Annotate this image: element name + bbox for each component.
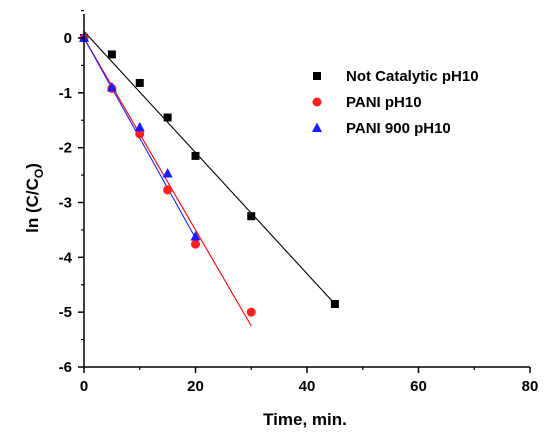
y-tick-label: -5 xyxy=(59,304,72,321)
y-tick-label: -1 xyxy=(59,85,72,102)
data-point xyxy=(191,151,200,160)
data-point xyxy=(135,78,144,87)
legend: Not Catalytic pH10 PANI pH10 PANI 900 pH10 xyxy=(312,68,479,137)
data-point xyxy=(162,167,173,178)
data-point xyxy=(135,129,145,139)
fit-lines xyxy=(83,31,336,327)
y-axis-title-main: ln (C/C xyxy=(23,178,42,233)
data-point xyxy=(191,239,200,249)
x-tick-label: 40 xyxy=(299,378,316,395)
y-tick-label: -4 xyxy=(59,249,73,266)
data-point xyxy=(163,113,172,122)
x-tick-label: 80 xyxy=(522,378,539,395)
y-tick-label: -3 xyxy=(59,195,72,212)
data-point xyxy=(246,307,256,317)
y-axis-title: ln (C/CO) xyxy=(23,163,46,233)
legend-label: PANI pH10 xyxy=(346,94,422,111)
data-point xyxy=(330,299,339,308)
y-axis-title-subscript: O xyxy=(32,169,46,178)
data-point xyxy=(107,50,116,59)
y-tick-label: 0 xyxy=(64,30,72,47)
data-point xyxy=(247,212,256,221)
fit-line xyxy=(83,31,336,305)
y-tick-label: -6 xyxy=(59,359,72,376)
x-axis-title: Time, min. xyxy=(263,410,347,429)
data-point xyxy=(106,81,117,92)
legend-marker xyxy=(312,97,322,107)
x-tick-label: 20 xyxy=(187,378,204,395)
x-tick-label: 0 xyxy=(80,378,88,395)
axes xyxy=(78,9,531,373)
data-point xyxy=(134,121,145,132)
tick-labels: 0 20 40 60 80 0 -1 -2 -3 -4 -5 -6 xyxy=(59,30,539,395)
legend-label: PANI 900 pH10 xyxy=(346,120,451,137)
data-points xyxy=(79,32,339,317)
y-axis-title-close: ) xyxy=(23,163,42,169)
legend-marker xyxy=(313,72,321,80)
legend-marker xyxy=(312,122,322,132)
legend-label: Not Catalytic pH10 xyxy=(346,68,479,85)
x-tick-label: 60 xyxy=(410,378,427,395)
y-tick-label: -2 xyxy=(59,140,72,157)
data-point xyxy=(190,230,201,241)
data-point xyxy=(163,185,173,195)
fit-line xyxy=(83,37,252,327)
